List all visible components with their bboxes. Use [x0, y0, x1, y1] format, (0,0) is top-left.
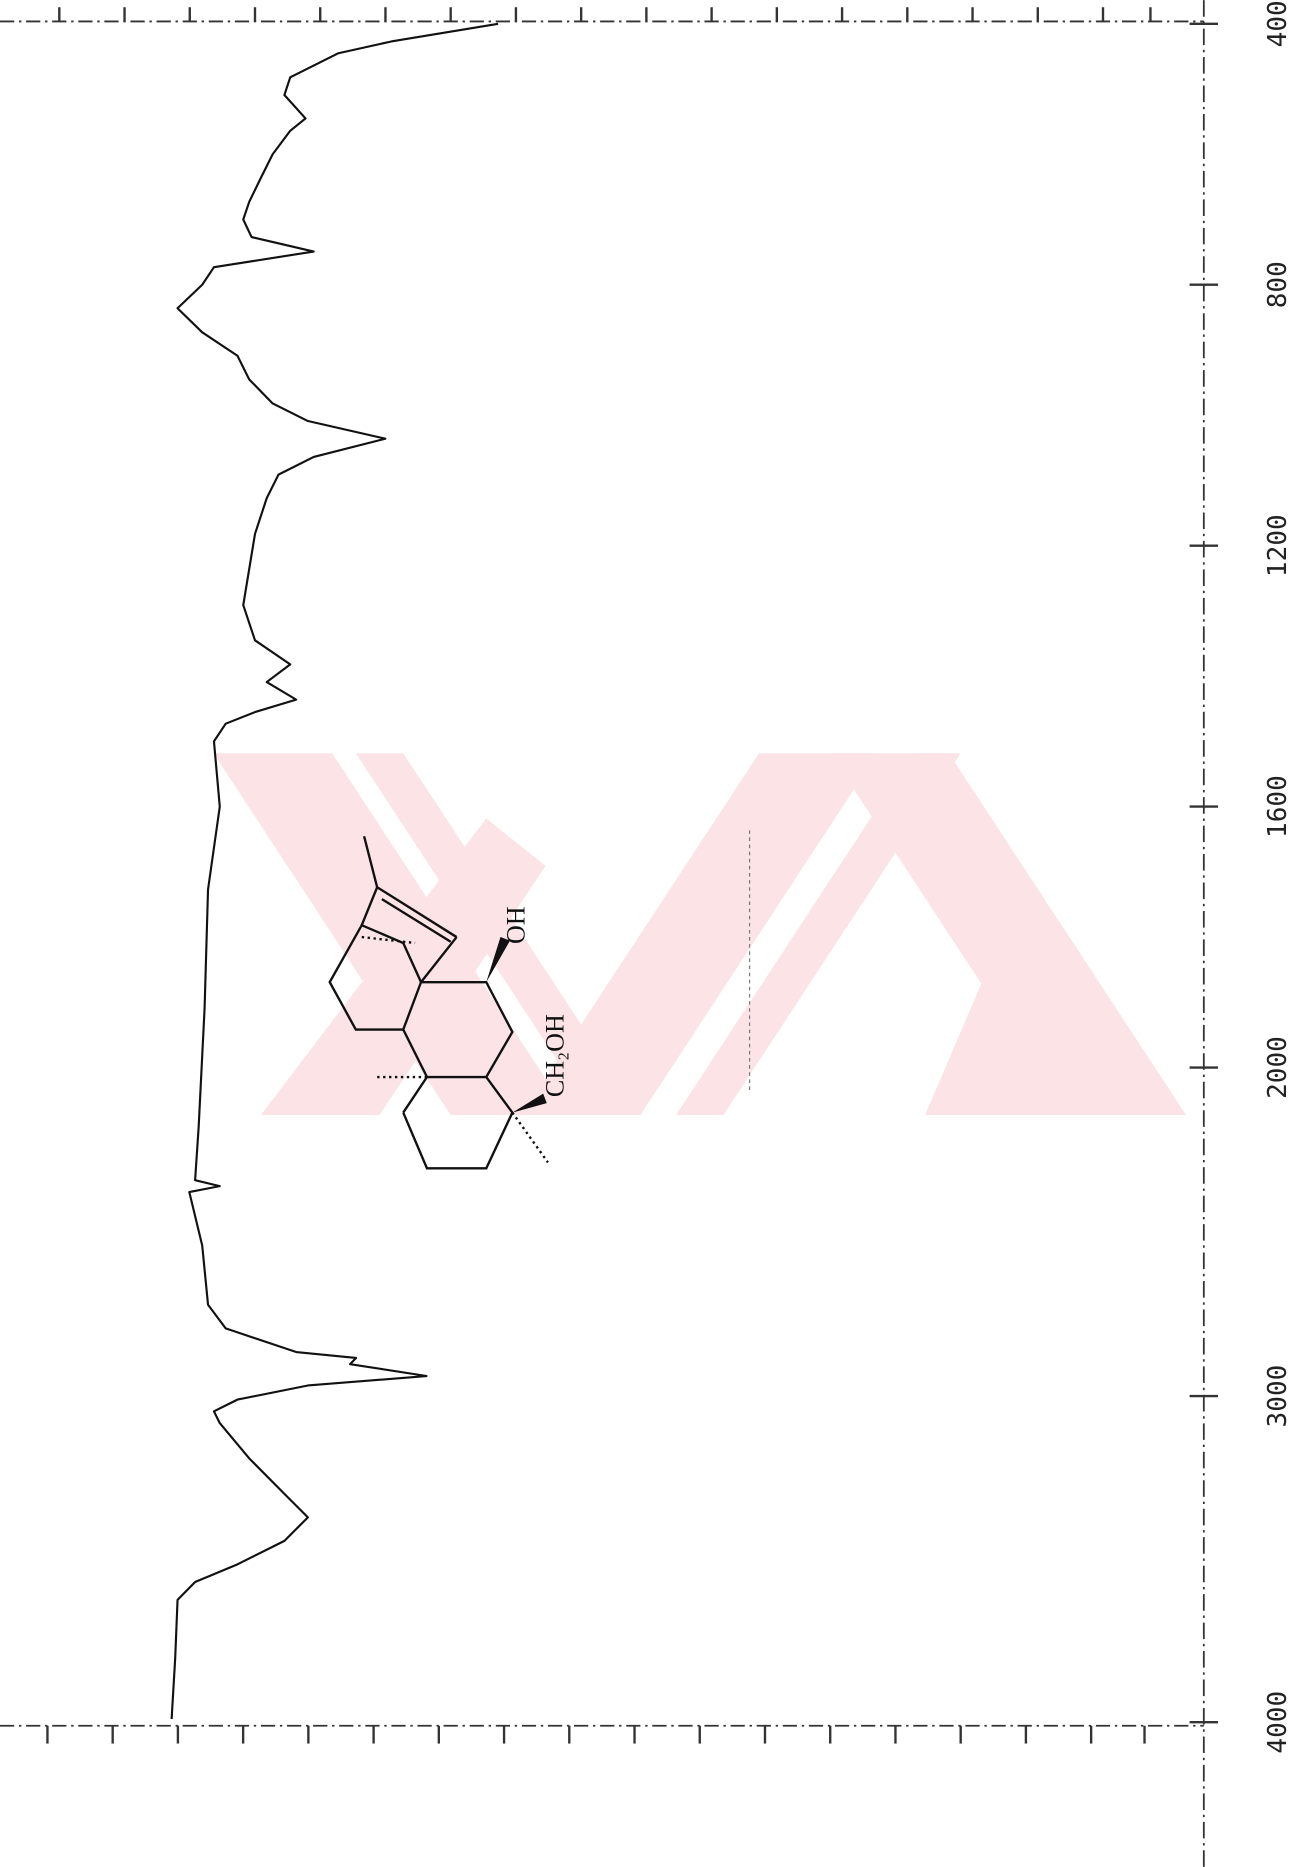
molecule [328, 835, 549, 1170]
structure-label: CH₂OH [540, 1014, 569, 1097]
x-tick-label: 1200 [1263, 514, 1293, 577]
x-tick-label: 1600 [1263, 775, 1293, 838]
spectrum-line [170, 22, 499, 1720]
x-tick-label: 3000 [1263, 1365, 1293, 1428]
watermark [213, 753, 1187, 1115]
x-tick-label: 2000 [1263, 1036, 1293, 1099]
x-tick-label: 400 [1263, 0, 1293, 47]
x-tick-label: 4000 [1263, 1691, 1293, 1754]
structure-label: OH [501, 906, 530, 944]
frame [0, 0, 1205, 1867]
x-tick-label: 800 [1263, 261, 1293, 308]
